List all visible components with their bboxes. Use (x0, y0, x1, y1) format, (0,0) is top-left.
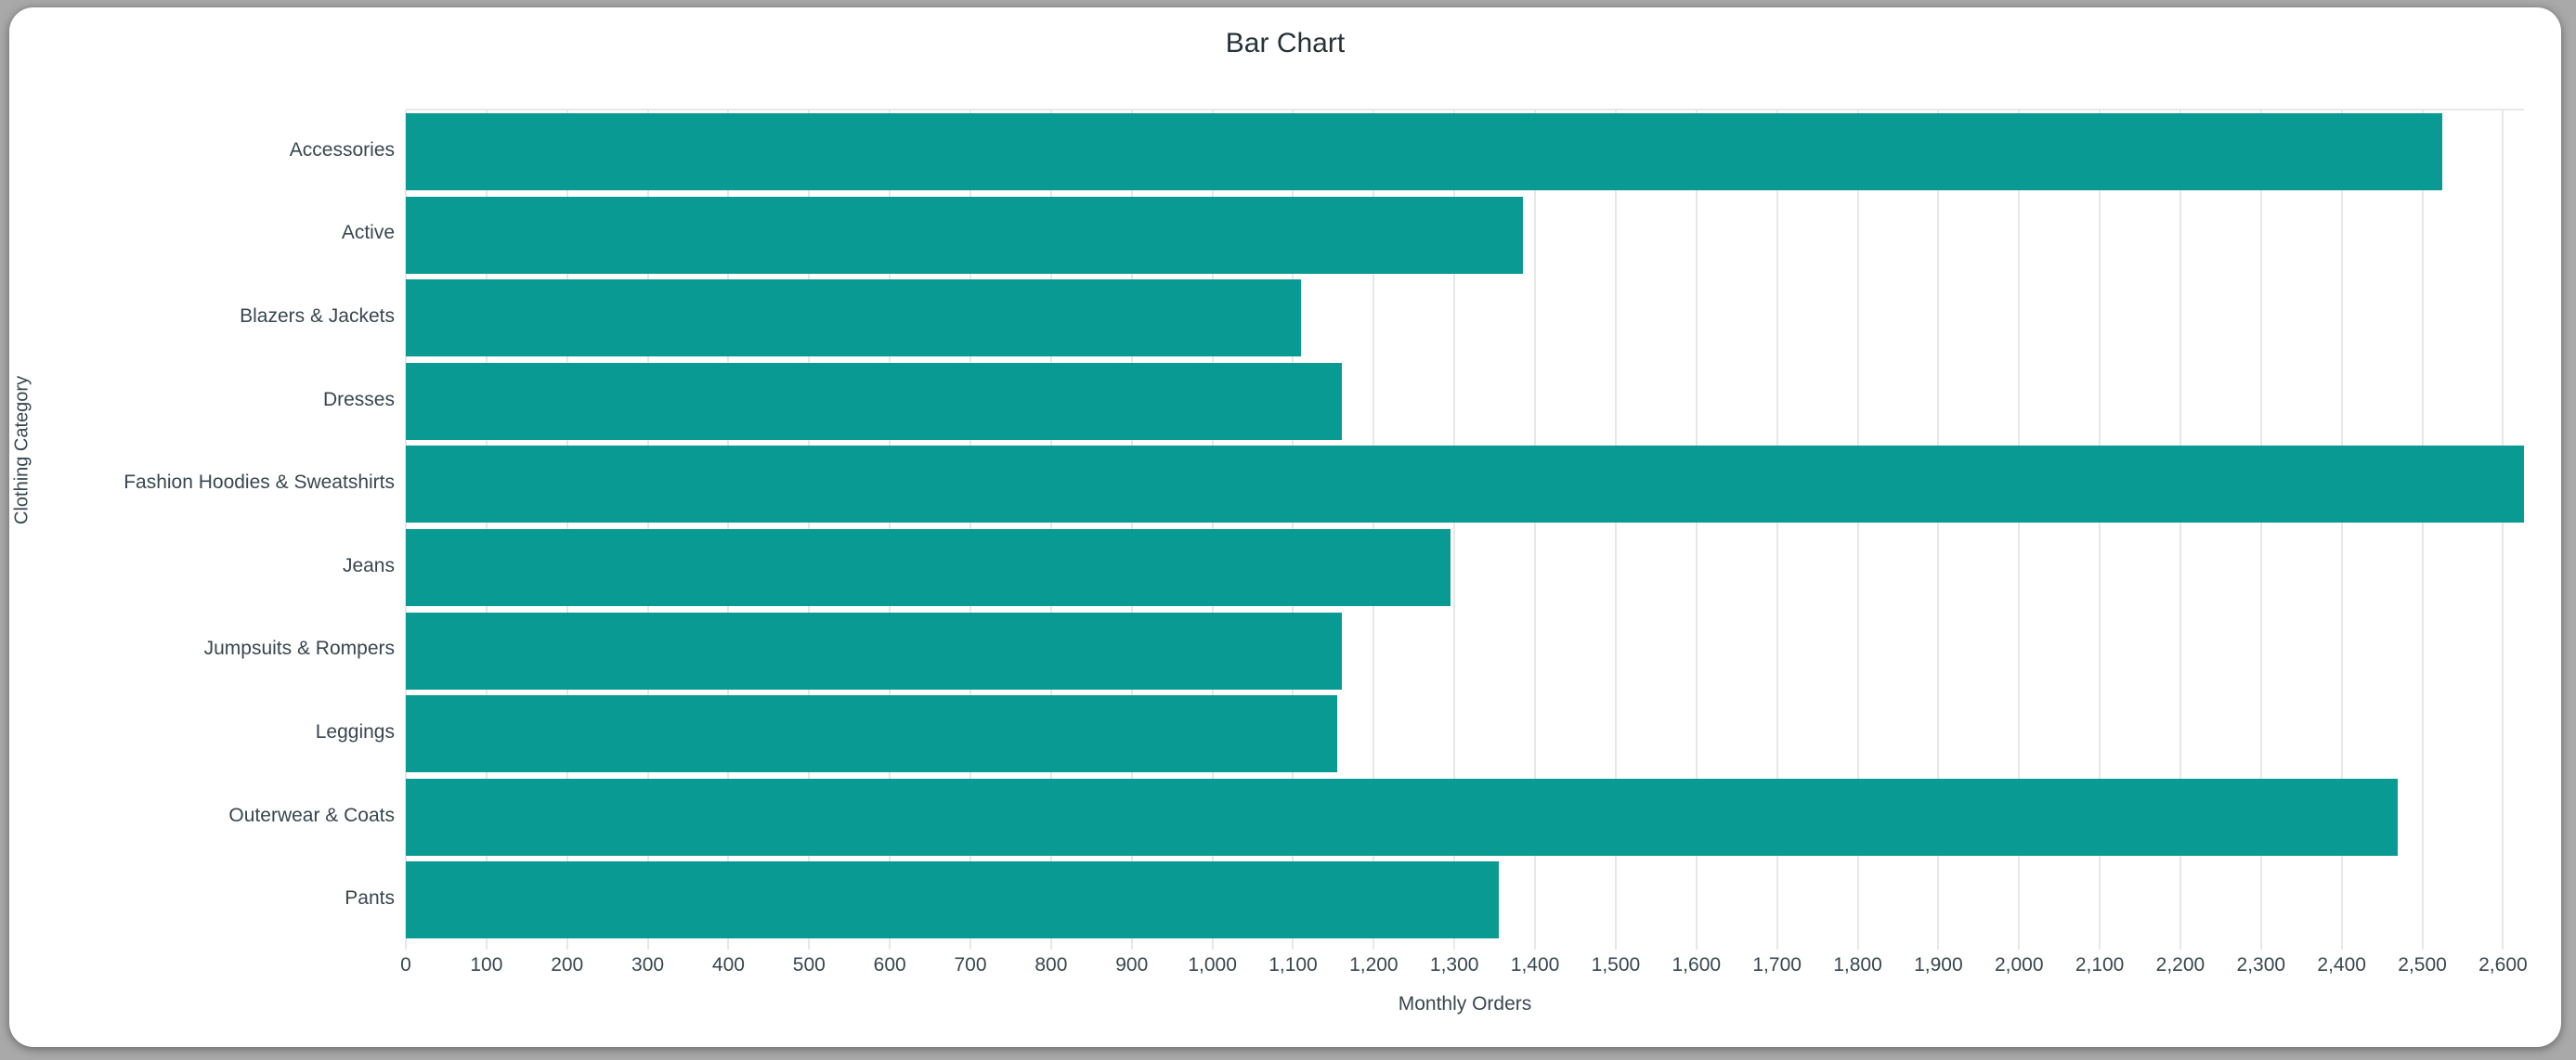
x-tick-label: 1,700 (1752, 954, 1802, 976)
gridline (1614, 110, 1617, 950)
x-tick-label: 800 (1034, 954, 1068, 976)
gridline (1453, 110, 1456, 950)
y-category-label: Blazers & Jackets (240, 304, 395, 327)
y-category-label: Dresses (322, 388, 395, 410)
x-tick-label: 1,400 (1510, 954, 1560, 976)
x-tick-label: 1,800 (1833, 954, 1882, 976)
gridline (1937, 110, 1940, 950)
bar-blazers-jackets (406, 279, 1302, 357)
x-tick-label: 200 (551, 954, 584, 976)
y-category-label: Accessories (289, 138, 395, 161)
gridline (1856, 110, 1859, 950)
x-tick-label: 2,300 (2236, 954, 2286, 976)
x-axis-title: Monthly Orders (1398, 993, 1532, 1015)
gridline (2179, 110, 2181, 950)
plot-area (405, 109, 2524, 950)
x-tick-label: 100 (470, 954, 503, 976)
gridline (2099, 110, 2101, 950)
bar-jeans (406, 529, 1451, 606)
y-category-label: Fashion Hoodies & Sweatshirts (124, 472, 395, 494)
y-category-label: Active (341, 222, 395, 244)
x-tick-label: 1,000 (1188, 954, 1237, 976)
x-tick-label: 400 (711, 954, 745, 976)
x-tick-label: 2,600 (2478, 954, 2528, 976)
x-tick-label: 0 (400, 954, 411, 976)
bar-active (406, 196, 1524, 274)
x-tick-label: 2,400 (2317, 954, 2366, 976)
x-tick-label: 600 (873, 954, 906, 976)
chart-title: Bar Chart (1225, 28, 1346, 58)
gridline (2259, 110, 2262, 950)
gridline (2340, 110, 2343, 950)
x-tick-label: 1,200 (1349, 954, 1399, 976)
y-category-label: Leggings (315, 720, 395, 743)
x-tick-label: 1,600 (1672, 954, 1722, 976)
bar-outerwear-coats (406, 778, 2399, 856)
x-tick-label: 1,300 (1429, 954, 1479, 976)
x-tick-label: 1,100 (1268, 954, 1318, 976)
bar-accessories (406, 113, 2443, 190)
x-tick-label: 900 (1115, 954, 1149, 976)
gridline (1534, 110, 1537, 950)
bar-jumpsuits-rompers (406, 612, 1342, 690)
bar-dresses (406, 362, 1342, 440)
x-tick-label: 2,500 (2398, 954, 2447, 976)
bar-fashion-hoodies-sweatshirts (406, 446, 2524, 524)
bar-pants (406, 861, 1499, 939)
x-tick-label: 1,900 (1914, 954, 1963, 976)
x-tick-label: 500 (792, 954, 826, 976)
x-tick-label: 1,500 (1591, 954, 1641, 976)
y-category-label: Outerwear & Coats (228, 804, 395, 826)
y-category-label: Jumpsuits & Rompers (203, 638, 395, 660)
y-axis-category-labels: Accessories Active Blazers & Jackets Dresse… (9, 109, 395, 940)
x-axis-tick-labels: 0 100 200 300 400 500 600 700 800 900 1,000 1,100 1,… (400, 954, 2528, 982)
x-tick-label: 2,100 (2075, 954, 2125, 976)
chart-card: Bar Chart Clothing Category Accessories A… (9, 7, 2561, 1047)
x-tick-label: 2,200 (2155, 954, 2205, 976)
gridline (2502, 110, 2504, 950)
x-tick-label: 300 (631, 954, 665, 976)
gridline (2421, 110, 2424, 950)
bar-leggings (406, 695, 1338, 773)
gridline (1695, 110, 1698, 950)
x-tick-label: 2,000 (1994, 954, 2044, 976)
gridline (2018, 110, 2021, 950)
gridline (1776, 110, 1778, 950)
y-category-label: Pants (345, 887, 395, 910)
x-tick-label: 700 (954, 954, 987, 976)
y-category-label: Jeans (342, 554, 395, 576)
